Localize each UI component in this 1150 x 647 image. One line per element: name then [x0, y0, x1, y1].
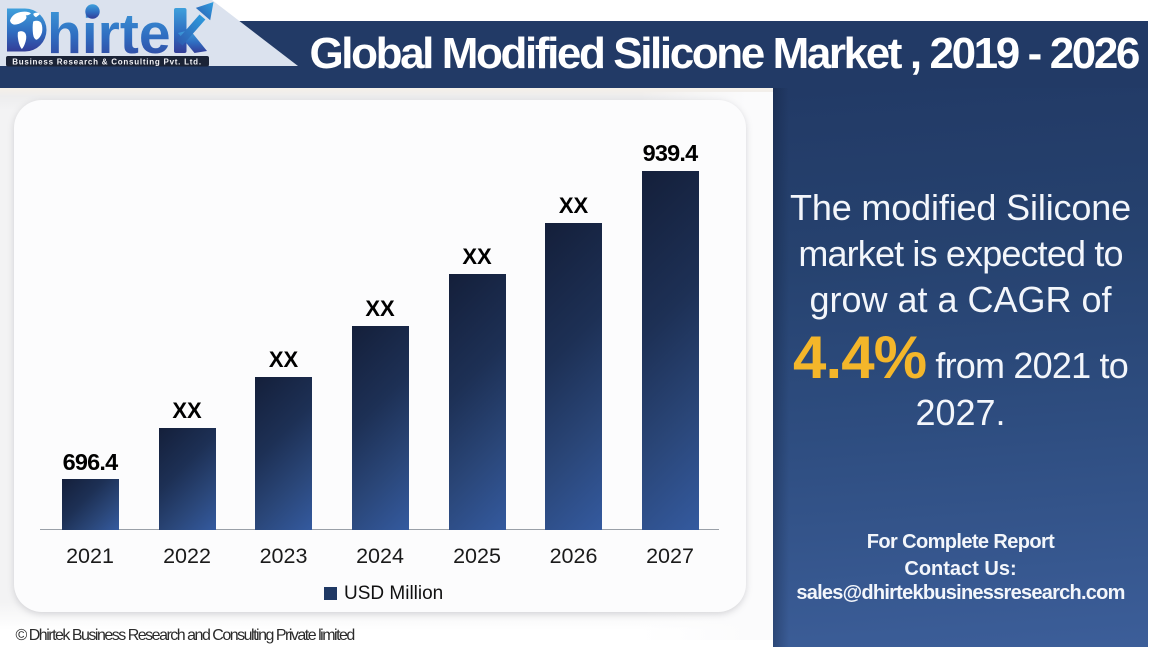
svg-text:Business Research & Consulting: Business Research & Consulting Pvt. Ltd.	[12, 57, 202, 66]
svg-text:hirte: hirte	[47, 2, 171, 66]
